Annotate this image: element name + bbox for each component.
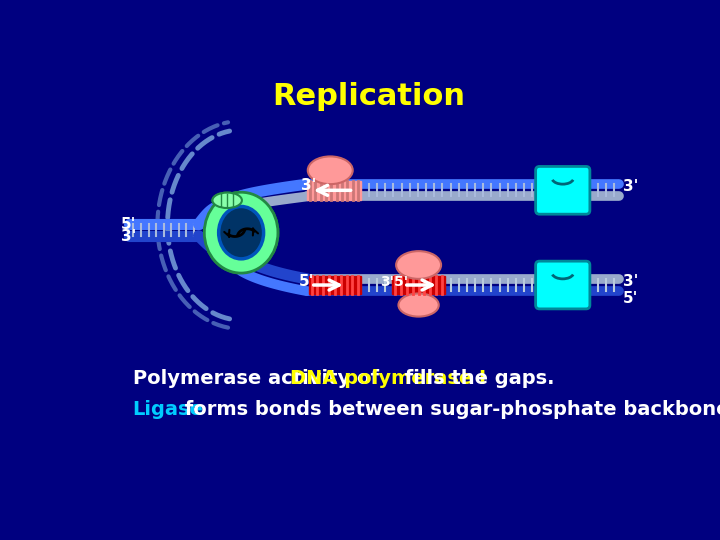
Ellipse shape (212, 193, 242, 208)
Ellipse shape (219, 206, 264, 259)
Text: Ligase: Ligase (132, 400, 204, 419)
Ellipse shape (398, 294, 438, 316)
Ellipse shape (204, 192, 278, 273)
Bar (392, 276, 445, 294)
Ellipse shape (204, 192, 278, 273)
Text: 5': 5' (624, 292, 639, 306)
Text: 5': 5' (121, 218, 136, 232)
Ellipse shape (219, 206, 264, 259)
Text: forms bonds between sugar-phosphate backbone.: forms bonds between sugar-phosphate back… (178, 400, 720, 419)
Bar (309, 276, 361, 294)
FancyBboxPatch shape (536, 261, 590, 309)
Ellipse shape (212, 193, 242, 208)
Text: 3': 3' (624, 179, 639, 194)
Text: 3': 3' (121, 229, 136, 244)
Text: 3': 3' (624, 274, 639, 289)
Text: Replication: Replication (272, 82, 466, 111)
Bar (307, 181, 361, 200)
Text: DNA polymerase I: DNA polymerase I (290, 369, 486, 388)
Text: Polymerase activity of: Polymerase activity of (132, 369, 385, 388)
FancyBboxPatch shape (536, 166, 590, 214)
Text: 3': 3' (301, 178, 316, 193)
Text: 3'5': 3'5' (380, 275, 408, 289)
Text: 5': 5' (300, 274, 315, 289)
Ellipse shape (307, 157, 353, 184)
Ellipse shape (396, 251, 441, 279)
Text: fills the gaps.: fills the gaps. (398, 369, 555, 388)
